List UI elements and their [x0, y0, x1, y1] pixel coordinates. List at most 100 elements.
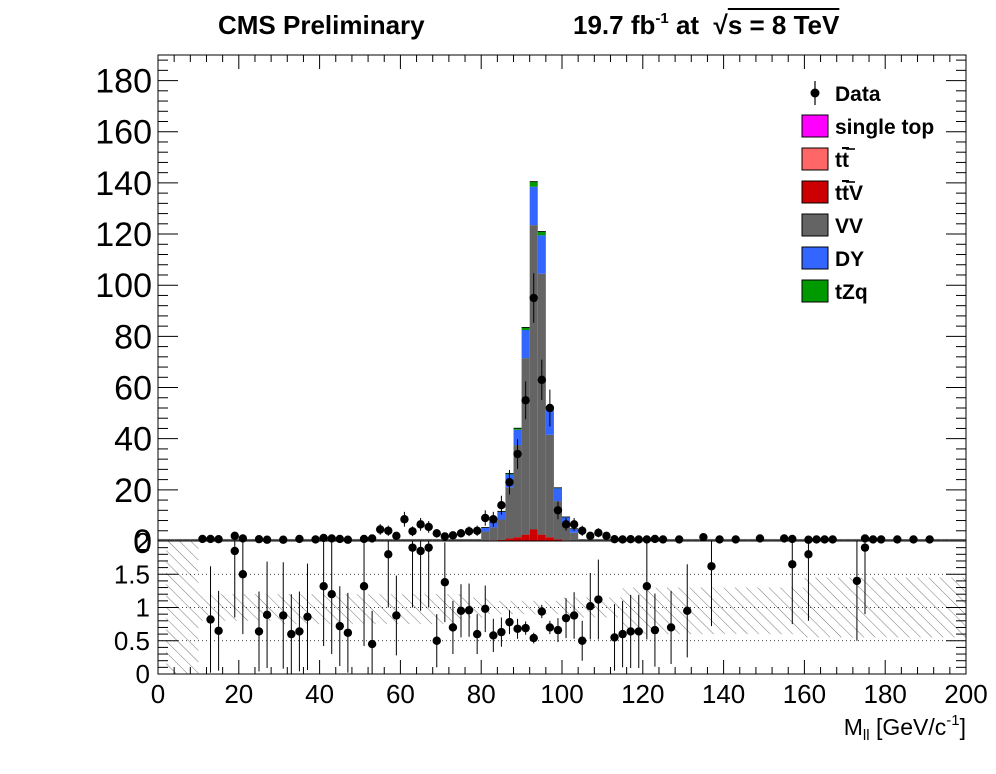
- background-bar: [723, 538, 732, 541]
- data-point: [925, 535, 934, 544]
- stack-bar-dy: [529, 186, 538, 226]
- ratio-point: [521, 623, 530, 633]
- energy-value: s = 8 TeV: [727, 10, 840, 40]
- data-point: [731, 535, 740, 544]
- data-point: [893, 535, 902, 544]
- background-bar: [351, 538, 360, 541]
- data-point: [230, 531, 239, 541]
- background-bar: [158, 538, 167, 541]
- ratio-point: [804, 550, 813, 559]
- background-bar: [400, 538, 409, 541]
- background-bar: [764, 538, 773, 541]
- legend-label: Data: [835, 83, 881, 106]
- ratio-point: [489, 631, 498, 640]
- legend-label: single top: [835, 116, 934, 139]
- ratio-point: [303, 612, 312, 622]
- ratio-top-label: 2: [136, 527, 150, 557]
- background-bar: [836, 538, 845, 541]
- data-point: [610, 535, 619, 544]
- background-bar: [384, 538, 393, 541]
- data-point: [545, 403, 555, 413]
- stack-bar-dy: [497, 511, 506, 520]
- data-point: [424, 522, 433, 532]
- ratio-point: [626, 627, 635, 636]
- ratio-point: [238, 570, 248, 579]
- data-point: [586, 531, 595, 541]
- stack-bar-ttv: [505, 538, 514, 541]
- data-point: [618, 535, 627, 544]
- ratio-point: [335, 621, 344, 631]
- background-bar: [691, 538, 700, 541]
- data-point: [440, 532, 450, 541]
- ratio-point: [440, 578, 450, 587]
- ratio-point: [860, 543, 870, 552]
- data-point: [828, 535, 837, 544]
- ratio-point: [408, 543, 417, 552]
- legend-label: tt: [835, 149, 849, 172]
- stack-bar-dy: [521, 329, 530, 359]
- legend-label: ttV: [835, 182, 863, 205]
- stack-bar-ttv: [537, 534, 546, 541]
- stack-bar-vv: [513, 445, 522, 538]
- ratio-point: [666, 623, 676, 632]
- background-bar: [594, 538, 603, 541]
- y-tick-label: 0: [133, 523, 152, 561]
- ratio-point: [392, 611, 401, 620]
- data-point: [464, 527, 474, 536]
- stack-bar-dy: [553, 488, 562, 502]
- background-bar: [957, 538, 966, 541]
- stack-bar-ttv: [545, 537, 554, 541]
- ratio-point: [448, 623, 458, 632]
- stack-bar-vv: [537, 273, 546, 535]
- x-axis-label: Mll [GeV/c-1]: [844, 712, 966, 744]
- stack-bar-tzq: [513, 428, 522, 430]
- background-bar: [885, 538, 894, 541]
- data-point: [408, 527, 417, 536]
- stack-bar-tzq: [529, 181, 538, 187]
- lumi-energy-label: 19.7 fb-1 at √s = 8 TeV: [573, 10, 839, 41]
- ratio-y-tick-label: 1: [136, 593, 150, 623]
- ratio-point: [432, 636, 441, 645]
- ratio-point: [279, 611, 288, 620]
- background-bar: [917, 538, 926, 541]
- y-tick-label: 180: [95, 63, 152, 101]
- uncertainty-band: [804, 577, 966, 638]
- ratio-point: [416, 546, 425, 556]
- ratio-point: [295, 627, 304, 636]
- ratio-point: [642, 582, 652, 591]
- data-point: [456, 529, 466, 538]
- background-bar: [796, 538, 805, 541]
- ratio-point: [545, 623, 555, 632]
- data-point: [537, 375, 546, 385]
- ratio-point: [367, 639, 377, 649]
- data-point: [868, 535, 878, 544]
- ratio-point: [788, 560, 797, 569]
- data-point: [521, 396, 530, 405]
- data-point: [311, 535, 320, 544]
- y-tick-label: 80: [114, 318, 152, 356]
- data-point: [214, 535, 223, 544]
- x-tick-label: 60: [386, 679, 415, 709]
- stack-bar-vv: [562, 524, 571, 541]
- x-tick-label: 0: [151, 679, 165, 709]
- x-tick-label: 180: [864, 679, 907, 709]
- data-point: [279, 535, 288, 544]
- data-point: [505, 477, 514, 487]
- ratio-point: [650, 625, 660, 635]
- data-point: [400, 515, 409, 524]
- data-point: [343, 535, 353, 544]
- background-bar: [271, 538, 280, 541]
- data-point: [561, 520, 571, 529]
- background-bar: [190, 538, 199, 541]
- background-bar: [683, 538, 692, 541]
- background-bar: [448, 538, 457, 541]
- uncertainty-band: [622, 587, 805, 635]
- ratio-point: [384, 550, 393, 559]
- ratio-point: [327, 590, 336, 599]
- background-bar: [182, 538, 191, 541]
- background-bar: [707, 538, 716, 541]
- ratio-point: [214, 626, 223, 635]
- y-tick-label: 40: [114, 421, 152, 459]
- ratio-point: [537, 607, 546, 616]
